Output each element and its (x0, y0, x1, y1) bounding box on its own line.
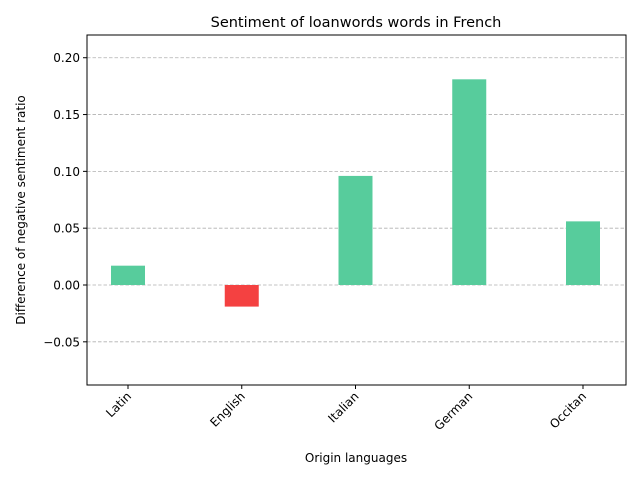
bars (111, 79, 600, 307)
bar-german (452, 79, 487, 286)
y-tick-label: 0.15 (53, 108, 80, 122)
x-axis-label: Origin languages (305, 451, 407, 465)
y-tick-label: 0.10 (53, 165, 80, 179)
x-tick-label: Occitan (547, 389, 589, 431)
y-tick-label: 0.05 (53, 222, 80, 236)
bar-occitan (566, 221, 600, 285)
y-tick-label: 0.00 (53, 279, 80, 293)
bar-latin (111, 265, 145, 285)
x-ticks: Latin English Italian German Occitan (103, 385, 589, 433)
x-tick-label: English (207, 389, 248, 430)
y-ticks: −0.05 0.00 0.05 0.10 0.15 0.20 (43, 51, 87, 349)
plot-frame (86, 34, 627, 386)
bar-italian (338, 175, 373, 285)
y-axis-label: Difference of negative sentiment ratio (14, 95, 28, 325)
x-tick-label: Latin (103, 389, 134, 420)
bar-english (224, 285, 259, 307)
chart-title: Sentiment of loanwords words in French (211, 15, 502, 31)
x-tick-label: German (431, 389, 475, 433)
x-tick-label: Italian (325, 389, 361, 425)
y-tick-label: 0.20 (53, 51, 80, 65)
y-tick-label: −0.05 (43, 335, 80, 349)
